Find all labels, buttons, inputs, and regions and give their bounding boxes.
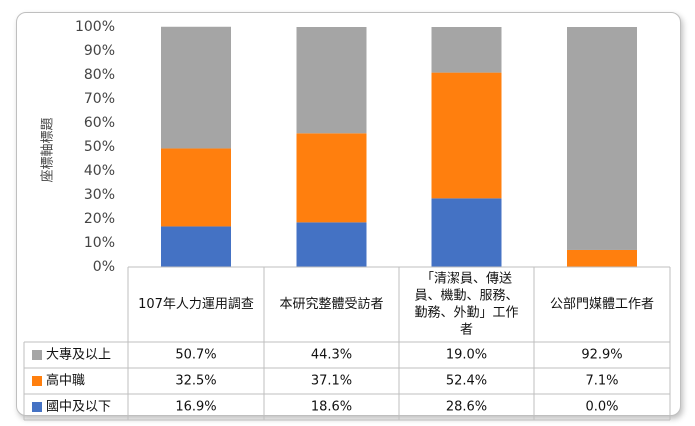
y-tick-label: 0%: [93, 259, 115, 275]
data-label: 50.7%: [175, 348, 216, 363]
data-table: 107年人力運用調查 本研究整體受訪者 「清潔員、傳送員、機動、服務、勤務、外勤」工…: [23, 266, 671, 421]
bar-segment: [296, 133, 367, 223]
legend-label: 國中及以下: [46, 400, 111, 415]
bar-group: [161, 26, 637, 267]
category-label: 勤務、外勤」工作: [414, 306, 518, 321]
data-label: 16.9%: [175, 400, 216, 415]
data-label: 0.0%: [585, 400, 618, 415]
category-label: 107年人力運用調查: [138, 297, 254, 312]
bar-segment: [161, 226, 231, 267]
bar-segment: [161, 148, 231, 227]
y-tick-label: 10%: [84, 235, 115, 251]
bar-segment: [431, 72, 502, 199]
bar-segment: [296, 222, 367, 267]
y-tick-label: 70%: [84, 91, 115, 107]
data-label: 28.6%: [446, 400, 487, 415]
legend-swatch: [32, 376, 42, 386]
category-label: 者: [460, 323, 473, 338]
legend-swatch: [32, 402, 42, 412]
data-label: 7.1%: [585, 374, 618, 389]
y-tick-label: 20%: [84, 211, 115, 227]
y-tick-label: 30%: [84, 187, 115, 203]
y-axis: 0% 10% 20% 30% 40% 50% 60% 70% 80% 90% 100%: [75, 19, 115, 275]
bar-segment: [431, 198, 502, 267]
bar-segment: [296, 27, 367, 134]
category-label: 「清潔員、傳送: [421, 272, 512, 287]
data-label: 44.3%: [311, 348, 352, 363]
category-label: 員、機動、服務、: [414, 289, 518, 304]
data-label: 32.5%: [175, 374, 216, 389]
category-label: 本研究整體受訪者: [279, 296, 383, 312]
data-label: 18.6%: [311, 400, 352, 415]
y-tick-label: 100%: [75, 19, 115, 35]
bar-segment: [431, 27, 502, 73]
y-tick-label: 60%: [84, 115, 115, 131]
bar-segment: [567, 249, 637, 267]
y-axis-title: 座標軸標題: [41, 117, 56, 182]
bar-segment: [161, 26, 231, 149]
y-tick-label: 80%: [84, 67, 115, 83]
data-label: 92.9%: [581, 348, 622, 363]
legend-label: 高中職: [46, 373, 85, 389]
y-tick-label: 90%: [84, 43, 115, 59]
category-label: 公部門媒體工作者: [550, 297, 654, 312]
data-label: 52.4%: [446, 374, 487, 389]
legend-label: 大專及以上: [46, 348, 111, 363]
data-label: 19.0%: [446, 348, 487, 363]
y-tick-label: 50%: [84, 139, 115, 155]
y-tick-label: 40%: [84, 163, 115, 179]
data-label: 37.1%: [311, 374, 352, 389]
bar-segment: [567, 27, 637, 250]
legend-swatch: [32, 350, 42, 360]
